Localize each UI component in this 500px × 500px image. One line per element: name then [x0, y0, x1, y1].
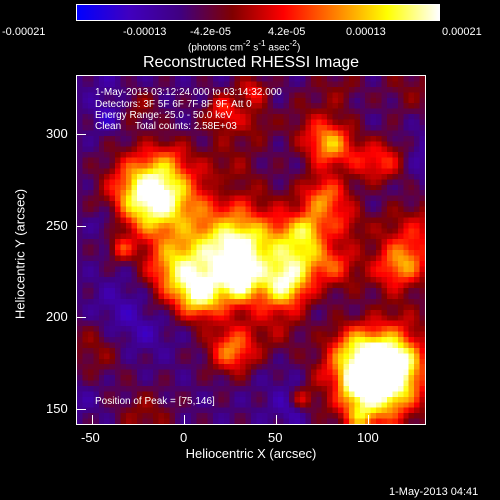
colorbar	[76, 4, 440, 21]
colorbar-tick-1: -0.00021	[2, 26, 46, 38]
y-major-tick	[76, 134, 86, 135]
x-tick-label: 100	[357, 430, 379, 445]
footer-timestamp: 1-May-2013 04:41	[389, 486, 479, 498]
colorbar-tick-6: 0.00021	[442, 26, 482, 38]
x-tick-label: 0	[180, 430, 188, 445]
image-canvas	[77, 76, 425, 424]
y-tick-label: 300	[46, 126, 68, 141]
y-tick-label: 200	[46, 309, 68, 324]
y-major-tick	[76, 317, 86, 318]
colorbar-tick-4: 4.2e-05	[268, 26, 306, 38]
x-axis-label: Heliocentric X (arcsec)	[185, 446, 317, 461]
annotation-energy-range: Energy Range: 25.0 - 50.0 keV	[95, 110, 233, 121]
y-tick-label: 150	[46, 401, 68, 416]
x-tick-label: -50	[81, 430, 100, 445]
plot-title: Reconstructed RHESSI Image	[142, 54, 360, 71]
colorbar-gradient	[77, 5, 439, 20]
x-major-tick	[368, 415, 369, 425]
colorbar-units: (photons cm-2 s-1 asec-2)	[188, 38, 301, 54]
x-major-tick	[184, 415, 185, 425]
rhessi-image	[77, 76, 425, 424]
y-major-tick	[76, 409, 86, 410]
x-major-tick	[92, 415, 93, 425]
y-tick-label: 250	[46, 218, 68, 233]
annotation-peak-position: Position of Peak = [75,146]	[95, 396, 215, 407]
colorbar-tick-2: -0.00013	[123, 26, 167, 38]
image-plot: 1-May-2013 03:12:24.000 to 03:14:32.000 …	[76, 75, 426, 425]
y-axis-label: Heliocentric Y (arcsec)	[12, 188, 28, 320]
colorbar-tick-5: 0.00013	[346, 26, 386, 38]
colorbar-tick-3: -4.2e-05	[190, 26, 231, 38]
x-tick-label: 50	[268, 430, 283, 445]
x-major-tick	[276, 415, 277, 425]
annotation-detectors: Detectors: 3F 5F 6F 7F 8F 9F, Att 0	[95, 99, 252, 110]
y-major-tick	[76, 226, 86, 227]
annotation-clean-counts: Clean Total counts: 2.58E+03	[95, 121, 237, 132]
annotation-time-range: 1-May-2013 03:12:24.000 to 03:14:32.000	[95, 87, 282, 98]
